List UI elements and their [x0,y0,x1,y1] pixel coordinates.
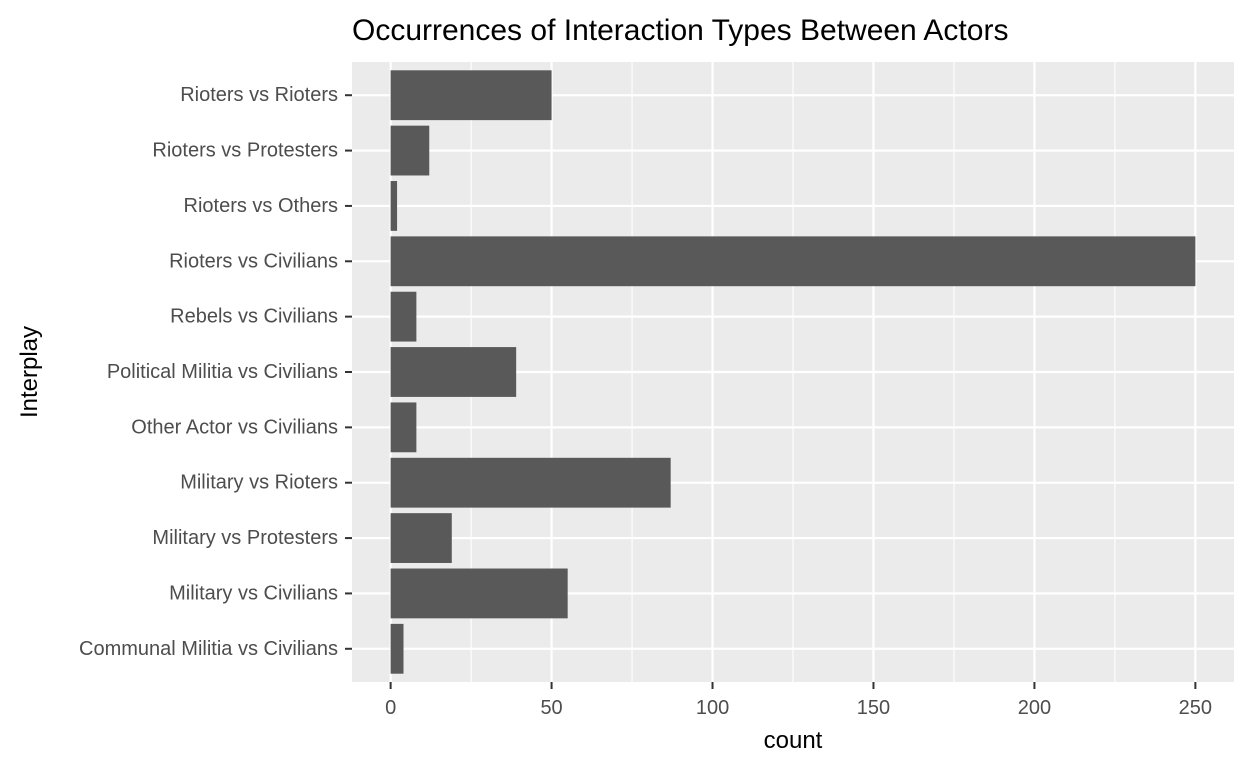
y-tick-label: Rioters vs Others [184,195,338,217]
bar [390,457,671,508]
bar [390,181,398,231]
x-axis: 0 50 100 150 200 250 [385,682,1212,719]
chart-title: Occurrences of Interaction Types Between… [352,14,1008,47]
bar [390,347,517,397]
bar [390,291,417,342]
bar [390,568,568,619]
y-tick-label: Military vs Rioters [180,472,338,494]
bar [390,125,430,176]
y-tick-label: Rioters vs Protesters [152,140,338,162]
x-tick-label: 250 [1179,697,1212,719]
x-tick-label: 0 [385,697,396,719]
y-tick-label: Communal Militia vs Civilians [79,638,338,660]
y-axis-title: Interplay [16,326,43,418]
bar [390,236,1196,287]
bar [390,70,552,121]
y-tick-label: Rioters vs Civilians [169,250,338,272]
bar [390,513,452,563]
y-tick-label: Rebels vs Civilians [170,306,338,328]
bar [390,623,404,674]
x-axis-title: count [764,727,823,754]
x-tick-label: 150 [857,697,890,719]
y-axis: Rioters vs Rioters Rioters vs Protesters R… [79,84,352,660]
y-tick-label: Other Actor vs Civilians [131,416,338,438]
x-tick-label: 50 [540,697,562,719]
y-tick-label: Political Militia vs Civilians [107,361,338,383]
y-tick-label: Military vs Protesters [152,527,338,549]
y-tick-label: Military vs Civilians [169,582,338,604]
y-tick-label: Rioters vs Rioters [180,84,338,106]
x-tick-label: 200 [1018,697,1051,719]
bar [390,402,417,453]
x-tick-label: 100 [696,697,729,719]
bars [390,70,1196,674]
